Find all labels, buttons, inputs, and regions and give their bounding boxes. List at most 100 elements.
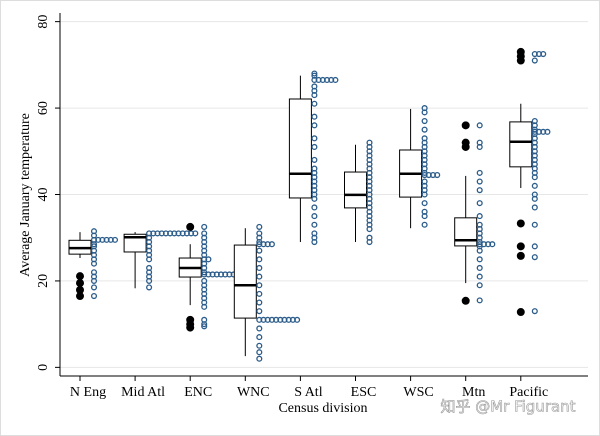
outlier xyxy=(186,222,195,231)
outlier xyxy=(186,323,195,332)
point xyxy=(90,241,98,248)
point xyxy=(192,230,199,237)
point xyxy=(476,200,483,207)
point xyxy=(311,70,318,77)
point xyxy=(311,92,318,99)
box xyxy=(344,171,367,209)
point xyxy=(531,182,538,189)
point xyxy=(531,254,538,261)
point xyxy=(531,204,538,211)
x-axis-label: Census division xyxy=(278,401,367,416)
point xyxy=(476,264,483,272)
point xyxy=(421,200,428,207)
point xyxy=(421,109,428,116)
point xyxy=(434,172,441,179)
point xyxy=(256,308,263,315)
outlier xyxy=(76,279,84,288)
point xyxy=(476,143,483,151)
point xyxy=(476,187,483,194)
outlier xyxy=(461,121,470,130)
point xyxy=(256,290,263,297)
point xyxy=(90,293,98,300)
point xyxy=(366,226,373,233)
point xyxy=(476,256,483,263)
point xyxy=(256,349,263,356)
point xyxy=(268,241,275,248)
point xyxy=(201,223,208,230)
point xyxy=(311,213,318,220)
point xyxy=(421,213,428,220)
point xyxy=(421,221,428,228)
point xyxy=(256,342,263,349)
point xyxy=(311,238,318,246)
point xyxy=(201,321,208,328)
box xyxy=(123,233,147,253)
point xyxy=(531,195,538,202)
point xyxy=(146,256,153,263)
point xyxy=(311,122,318,129)
x-tick-label: Mid Atl xyxy=(121,385,165,400)
y-tick-label: 0 xyxy=(36,364,51,371)
point xyxy=(256,334,263,341)
point xyxy=(476,213,483,220)
point xyxy=(544,128,551,135)
point xyxy=(311,204,318,211)
y-tick-label: 60 xyxy=(36,101,51,115)
point xyxy=(146,284,153,291)
point xyxy=(256,325,263,332)
y-tick-label: 40 xyxy=(36,188,51,202)
point xyxy=(476,178,483,185)
box xyxy=(233,244,257,319)
point xyxy=(90,284,98,291)
point xyxy=(366,238,373,246)
point xyxy=(311,195,318,202)
outlier xyxy=(461,296,470,305)
point xyxy=(111,236,119,243)
point xyxy=(421,126,428,133)
point xyxy=(421,117,428,125)
y-tick-label: 20 xyxy=(36,274,51,288)
outlier xyxy=(516,251,525,260)
point xyxy=(332,76,339,84)
y-axis-label: Average January temperature xyxy=(18,113,33,277)
x-tick-label: Pacific xyxy=(509,385,548,400)
x-tick-label: ESC xyxy=(351,385,377,400)
x-tick-label: Mtn xyxy=(462,385,485,400)
point xyxy=(146,277,153,284)
point xyxy=(294,316,301,323)
point xyxy=(489,241,496,248)
point xyxy=(476,297,483,304)
point xyxy=(205,256,212,263)
box xyxy=(288,98,312,199)
point xyxy=(476,273,483,280)
outlier xyxy=(76,292,84,301)
box xyxy=(454,217,478,247)
point xyxy=(256,223,263,230)
point xyxy=(540,51,547,58)
point xyxy=(476,122,483,129)
outlier xyxy=(461,142,470,151)
point xyxy=(256,282,263,289)
x-tick-label: S Atl xyxy=(294,385,323,400)
x-tick-label: N Eng xyxy=(70,385,106,400)
point xyxy=(476,247,483,254)
point xyxy=(256,256,263,263)
point xyxy=(531,243,538,250)
point xyxy=(256,273,263,280)
box xyxy=(509,121,533,168)
point xyxy=(476,169,483,176)
point xyxy=(531,221,538,228)
outlier xyxy=(516,308,525,317)
outlier xyxy=(76,272,84,281)
x-tick-label: WNC xyxy=(237,385,270,400)
point xyxy=(90,260,98,267)
point xyxy=(201,303,208,310)
point xyxy=(311,100,318,107)
point xyxy=(311,113,318,120)
point xyxy=(256,247,263,254)
x-tick-label: ENC xyxy=(184,385,212,400)
point xyxy=(476,282,483,289)
point xyxy=(311,143,318,151)
point xyxy=(531,174,538,181)
